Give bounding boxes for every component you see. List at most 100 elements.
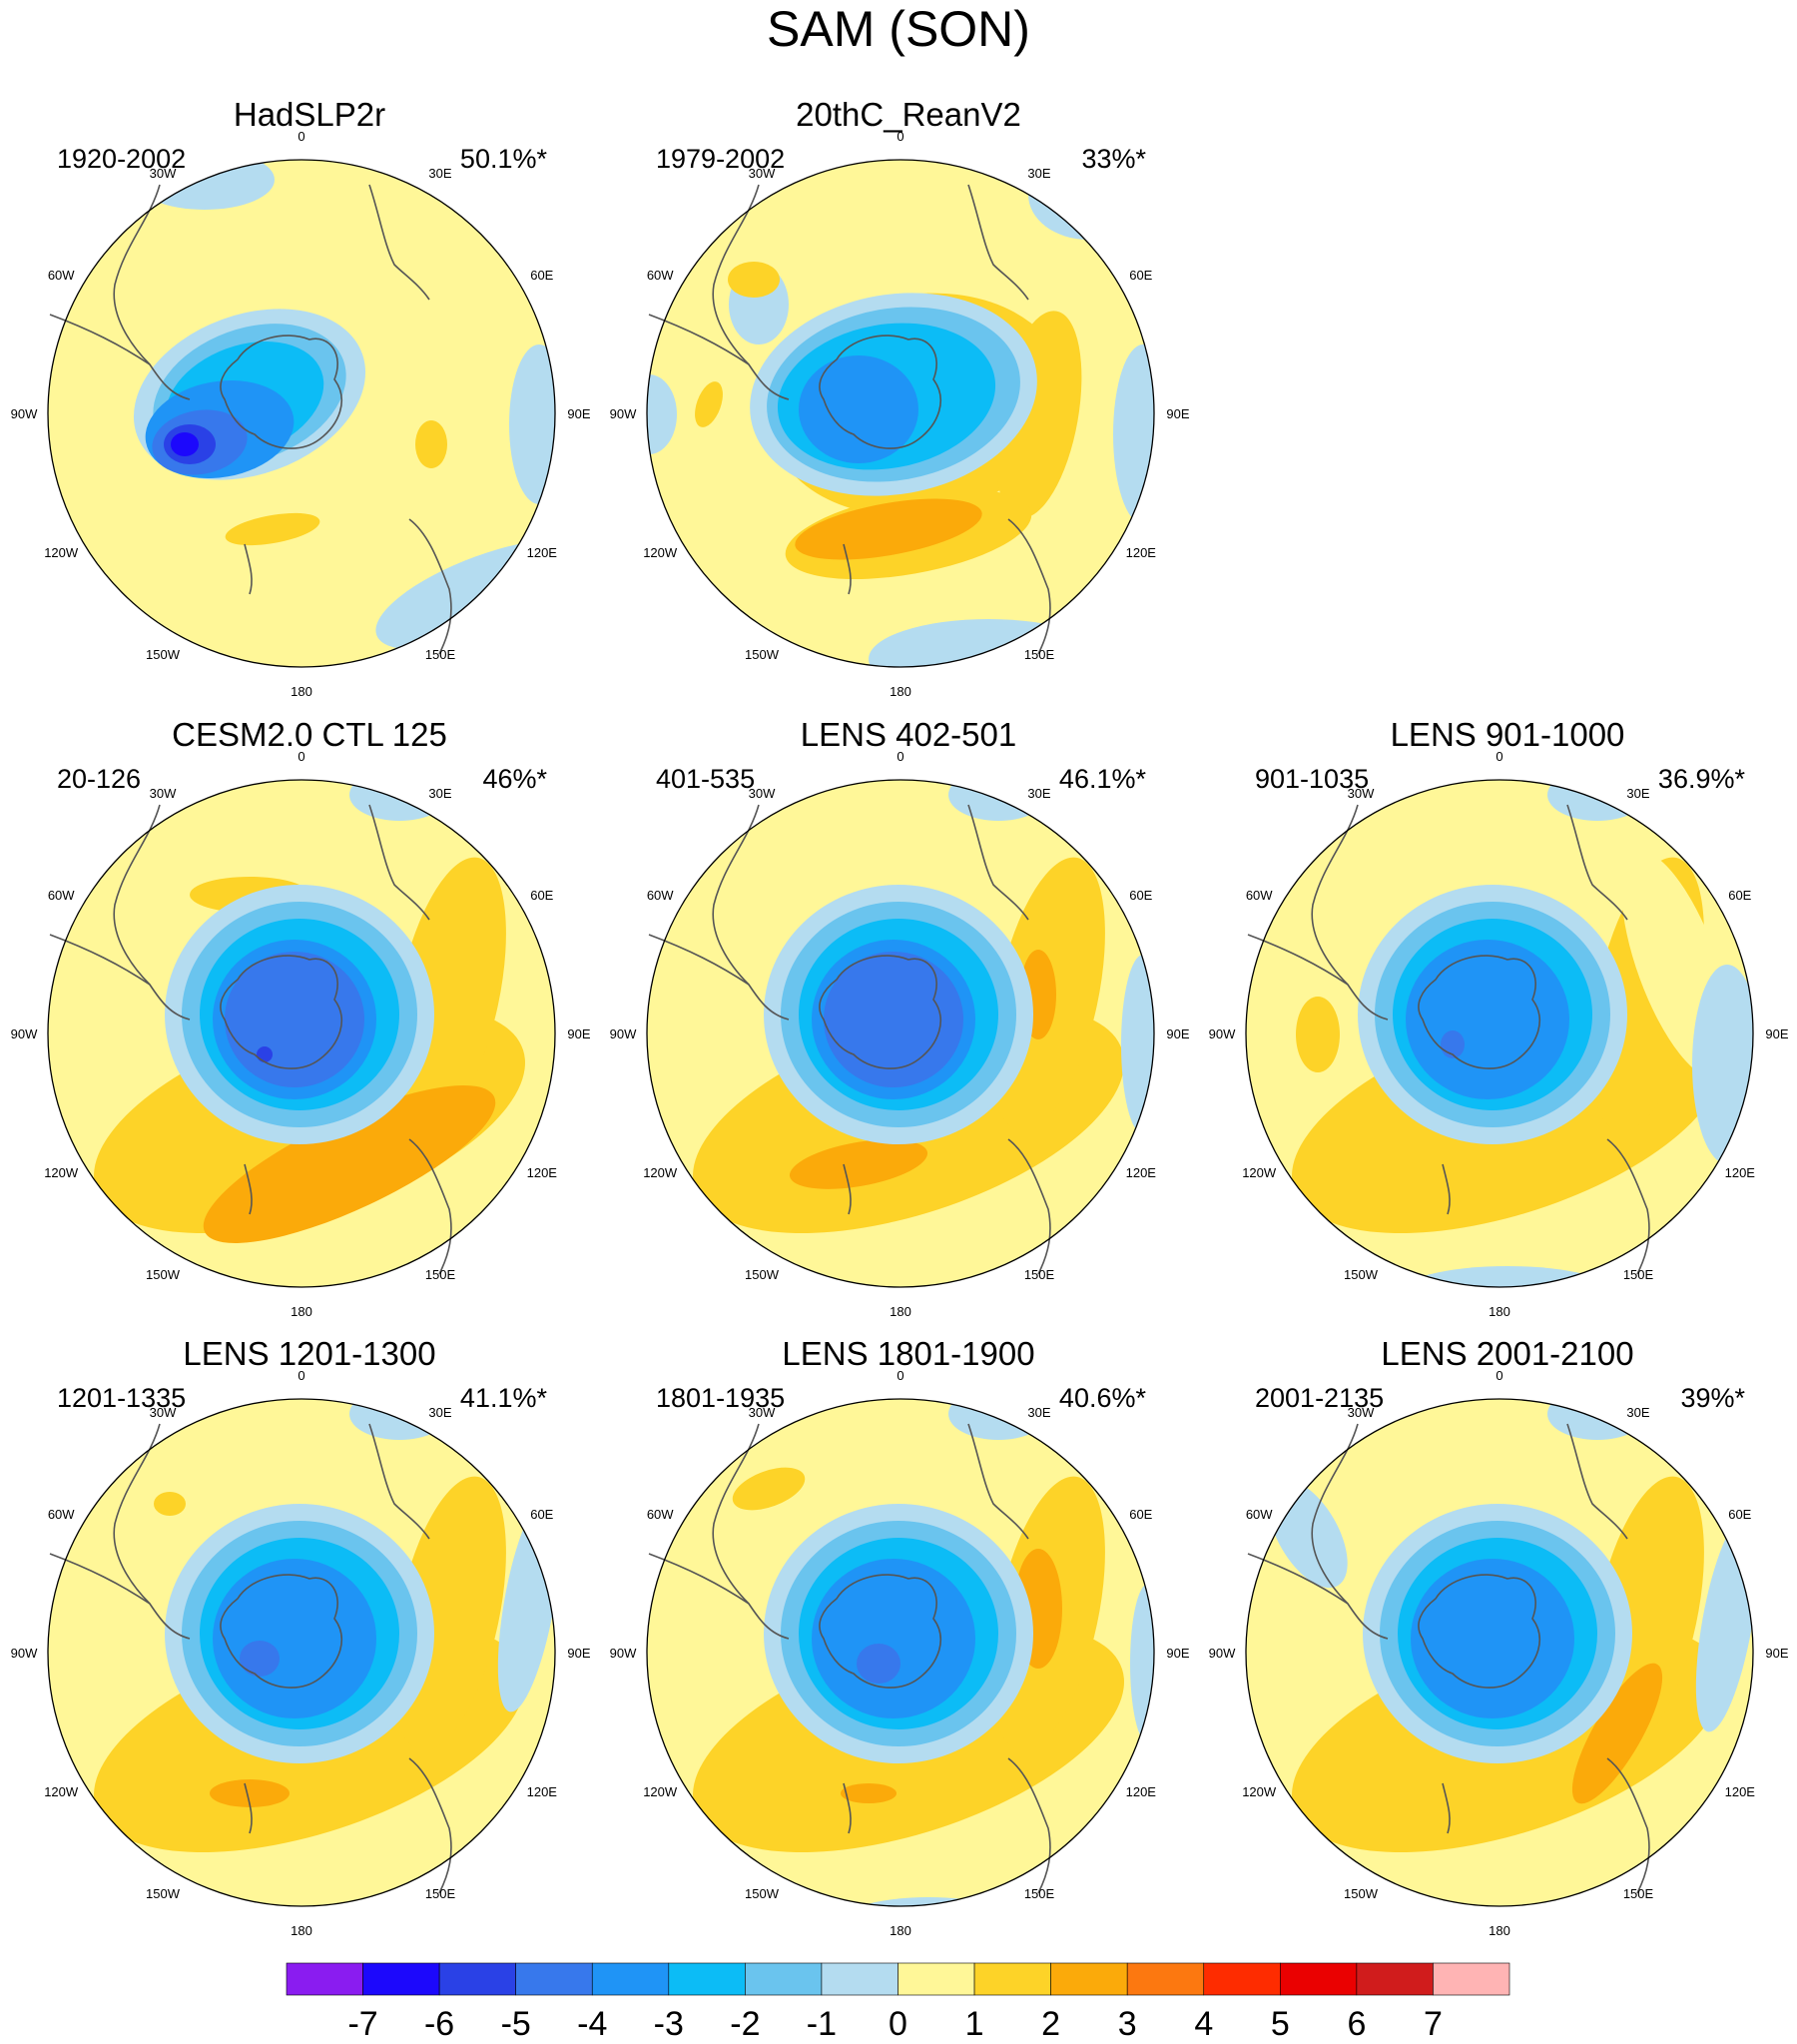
contour-field <box>647 1399 1154 1906</box>
australia-coast <box>408 1757 452 1894</box>
panel-title: LENS 1201-1300 <box>183 1335 436 1372</box>
positive-contour <box>225 512 320 546</box>
longitude-label: 30W <box>1348 1405 1375 1420</box>
longitude-label: 30E <box>1626 786 1649 801</box>
longitude-label: 120W <box>643 1784 678 1799</box>
australia-coast <box>408 1138 452 1275</box>
negative-contour <box>647 374 677 454</box>
longitude-label: 90W <box>1209 1646 1236 1661</box>
south-america-coast <box>1311 804 1389 1021</box>
longitude-label: 90W <box>11 406 38 421</box>
colorbar-tick-label: -1 <box>807 2005 837 2043</box>
antarctica-coast <box>220 1574 343 1689</box>
positive-contour <box>841 1783 897 1803</box>
map-panel-cesm2-ctl: CESM2.0 CTL 125 20-126 46%* 0 30E 60E 90E 12… <box>10 715 609 1324</box>
map-boundary <box>646 1398 1155 1907</box>
panel-title: HadSLP2r <box>233 96 386 133</box>
negative-contour <box>1130 1584 1154 1743</box>
longitude-label: 30E <box>1027 786 1050 801</box>
colorbar-tick-label: -2 <box>730 2005 760 2043</box>
positive-contour <box>789 1139 928 1189</box>
negative-contour <box>1406 940 1569 1099</box>
colorbar-box <box>591 1962 670 1996</box>
contour-field <box>48 780 555 1287</box>
longitude-label: 150E <box>425 647 456 662</box>
longitude-label: 90W <box>610 406 637 421</box>
longitude-label: 150W <box>1344 1886 1379 1901</box>
longitude-label: 30E <box>1027 1405 1050 1420</box>
map-boundary <box>47 159 556 668</box>
new-zealand-coast <box>1442 1163 1451 1215</box>
colorbar-box <box>362 1962 440 1996</box>
longitude-label: 60W <box>647 268 674 283</box>
antarctica-coast <box>819 335 942 449</box>
contour-field <box>48 160 555 667</box>
longitude-label: 30E <box>1626 1405 1649 1420</box>
peninsula-line <box>1247 934 1349 986</box>
longitude-label: 120E <box>1126 1165 1157 1180</box>
longitude-label: 150E <box>1024 1267 1055 1282</box>
south-america-coast <box>712 1423 790 1640</box>
coastlines <box>49 184 452 655</box>
longitude-label: 180 <box>291 684 312 699</box>
peninsula-line <box>648 1553 750 1605</box>
longitude-label: 150E <box>1024 1886 1055 1901</box>
positive-contour <box>732 1467 806 1511</box>
colorbar-box <box>1433 1962 1510 1996</box>
longitude-label: 60E <box>1728 888 1751 903</box>
south-america-coast <box>113 1423 191 1640</box>
new-zealand-coast <box>244 1163 253 1215</box>
longitude-label: 60E <box>530 1507 553 1522</box>
antarctica-coast <box>220 335 343 449</box>
antarctica-coast <box>819 955 942 1069</box>
colorbar-tick-label: 4 <box>1194 2005 1213 2043</box>
colorbar-tick-label: 3 <box>1118 2005 1137 2043</box>
colorbar-box <box>286 1962 363 1996</box>
period-label: 1920-2002 <box>57 144 187 174</box>
africa-coast <box>967 184 1029 301</box>
positive-contour <box>210 1779 290 1807</box>
coastlines <box>1247 804 1650 1275</box>
longitude-label: 120E <box>1126 1784 1157 1799</box>
colorbar-tick-label: 6 <box>1347 2005 1366 2043</box>
longitude-label: 0 <box>298 129 304 144</box>
colorbar-box <box>1050 1962 1128 1996</box>
longitude-label: 60W <box>647 888 674 903</box>
negative-contour <box>1411 1559 1574 1718</box>
positive-contour <box>697 160 817 255</box>
variance-explained: 36.9%* <box>1657 764 1745 794</box>
longitude-label: 30W <box>150 1405 177 1420</box>
colorbar-tick-label: -7 <box>347 2005 377 2043</box>
contour-field <box>647 780 1154 1287</box>
longitude-label: 90E <box>1166 406 1189 421</box>
longitude-label: 0 <box>298 1368 304 1383</box>
positive-contour <box>728 262 780 298</box>
peninsula-line <box>49 934 151 986</box>
africa-coast <box>967 1423 1029 1540</box>
panel-title: LENS 901-1000 <box>1390 716 1625 753</box>
longitude-label: 90W <box>11 1026 38 1041</box>
positive-contour <box>1571 1663 1663 1804</box>
positive-contour <box>154 1492 186 1516</box>
longitude-label: 0 <box>298 749 304 764</box>
colorbar-box <box>1203 1962 1281 1996</box>
map-boundary <box>47 779 556 1288</box>
colorbar-tick-label: 5 <box>1271 2005 1290 2043</box>
colorbar-tick-label: -4 <box>577 2005 607 2043</box>
variance-explained: 50.1%* <box>459 144 547 174</box>
longitude-label: 90E <box>1166 1026 1189 1041</box>
map-panel-lens-1801: LENS 1801-1900 1801-1935 40.6%* 0 30E 60E 9… <box>609 1334 1208 1943</box>
colorbar-box <box>515 1962 593 1996</box>
colorbar-tick-label: 1 <box>965 2005 984 2043</box>
colorbar-tick-label: -5 <box>501 2005 531 2043</box>
colorbar-tick-label: -6 <box>424 2005 454 2043</box>
positive-contour <box>1296 997 1340 1072</box>
colorbar-tick-label: 2 <box>1041 2005 1060 2043</box>
colorbar-box <box>668 1962 746 1996</box>
antarctica-coast <box>1418 1574 1541 1689</box>
australia-coast <box>1606 1138 1650 1275</box>
longitude-label: 30W <box>749 1405 776 1420</box>
positive-contour <box>695 381 723 427</box>
new-zealand-coast <box>843 1782 852 1834</box>
positive-contour <box>795 498 982 560</box>
